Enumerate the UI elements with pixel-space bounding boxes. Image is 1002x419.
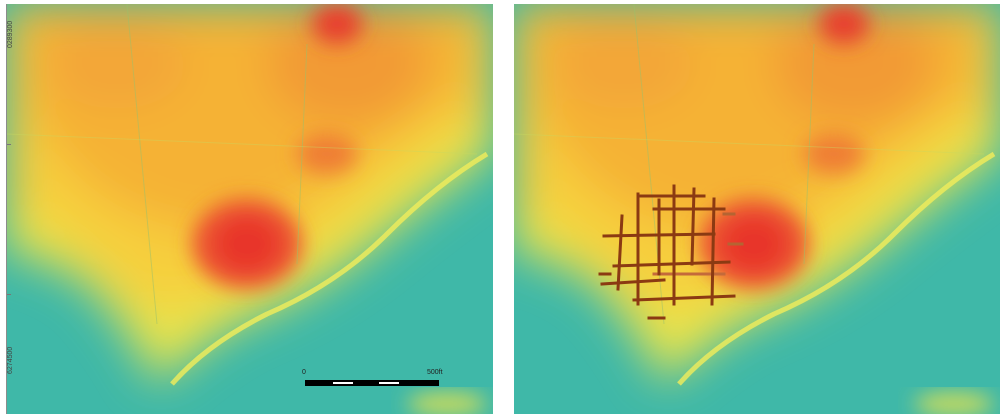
scale-bar-segment (333, 382, 353, 384)
elevation-heatmap-right (514, 4, 1000, 414)
scale-bar-end-label: 500ft (427, 369, 443, 376)
axis-tick (7, 294, 11, 295)
scale-bar-start-label: 0 (302, 369, 306, 376)
street-grid-overlay (598, 184, 744, 320)
y-coordinate-label-top: 0289300 (7, 20, 14, 48)
map-panel-right (514, 4, 1000, 414)
y-coordinate-label-bottom: 6274500 (7, 346, 14, 374)
scale-bar (305, 380, 439, 386)
axis-tick (7, 144, 11, 145)
scale-bar-segment (379, 382, 399, 384)
map-panel-left: 0289300 6274500 0 500ft (6, 4, 493, 414)
elevation-heatmap-left (7, 4, 493, 414)
